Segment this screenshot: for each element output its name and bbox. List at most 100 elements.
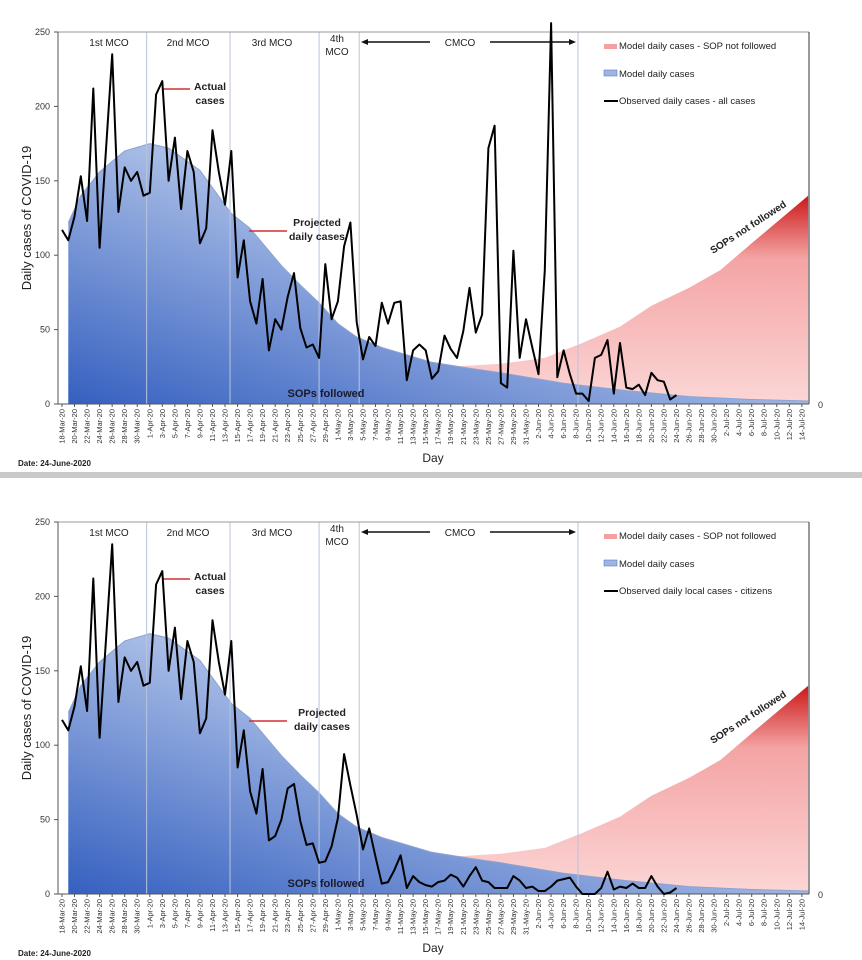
x-tick-label: 22-Mar-20 [83,899,92,934]
x-tick-label: 31-May-20 [521,899,530,935]
x-tick-label: 10-Jun-20 [584,899,593,933]
x-tick-label: 3-May-20 [346,899,355,931]
annotation-projected-line2: daily cases [294,721,350,733]
x-tick-label: 9-May-20 [384,409,393,441]
x-tick-label: 18-Mar-20 [58,899,67,934]
y-tick-label: 50 [40,325,50,335]
x-tick-label: 27-Apr-20 [308,409,317,442]
x-tick-label: 4-Jun-20 [547,899,556,929]
x-tick-label: 14-Jun-20 [609,899,618,933]
x-tick-label: 8-Jun-20 [572,409,581,439]
x-tick-label: 16-Jun-20 [622,899,631,933]
x-tick-label: 21-May-20 [459,899,468,935]
x-tick-label: 17-Apr-20 [246,899,255,932]
x-tick-label: 22-Jun-20 [659,409,668,443]
annotation-actual: Actual [194,571,226,583]
phase-label: 1st MCO [89,528,129,539]
x-tick-label: 15-Apr-20 [233,409,242,442]
x-tick-label: 27-Apr-20 [308,899,317,932]
arrow-left-icon [361,39,368,45]
legend-entry: Model daily cases [619,559,695,570]
phase-label: 2nd MCO [167,38,210,49]
x-tick-label: 2-Jul-20 [722,409,731,436]
x-tick-label: 12-Jul-20 [785,899,794,930]
model-not-followed-area [438,685,809,894]
x-tick-label: 3-Apr-20 [158,409,167,438]
annotation-sops-followed: SOPs followed [287,388,364,400]
x-tick-label: 31-May-20 [521,409,530,445]
x-axis-title: Day [422,941,443,955]
x-tick-label: 27-May-20 [496,899,505,935]
x-tick-label: 11-Apr-20 [208,899,217,932]
arrow-left-icon [361,529,368,535]
x-tick-label: 22-Mar-20 [83,409,92,444]
y-tick-label: 50 [40,815,50,825]
x-tick-label: 19-Apr-20 [258,899,267,932]
x-tick-label: 23-Apr-20 [283,899,292,932]
x-tick-label: 21-May-20 [459,409,468,445]
x-tick-label: 11-Apr-20 [208,409,217,442]
y-tick-label: 200 [35,591,50,601]
annotation-projected: Projected [298,707,346,719]
x-tick-label: 29-May-20 [509,899,518,935]
phase-label: 4th [330,524,344,535]
x-tick-label: 23-May-20 [471,899,480,935]
x-tick-label: 11-May-20 [396,409,405,444]
x-tick-label: 15-May-20 [421,409,430,445]
x-tick-label: 19-Apr-20 [258,409,267,442]
x-tick-label: 29-Apr-20 [321,899,330,932]
y-tick-label: 100 [35,250,50,260]
x-tick-label: 17-Apr-20 [246,409,255,442]
phase-label-line2: MCO [325,537,349,548]
x-tick-label: 5-Apr-20 [170,899,179,928]
x-tick-label: 27-May-20 [496,409,505,445]
x-tick-label: 20-Mar-20 [70,899,79,934]
x-tick-label: 14-Jun-20 [609,409,618,443]
x-tick-label: 6-Jul-20 [747,409,756,436]
x-tick-label: 26-Jun-20 [685,409,694,443]
model-curve [67,633,809,892]
x-tick-label: 4-Jul-20 [735,409,744,436]
x-tick-label: 26-Mar-20 [108,409,117,444]
arrow-right-icon [569,39,576,45]
arrow-right-icon [569,529,576,535]
chart-panel-local-cases: 0 0 50 100 150 200 250 Daily cases of COVID-19 1… [0,478,862,960]
x-tick-label: 25-Apr-20 [296,899,305,932]
y-tick-label: 250 [35,517,50,527]
annotation-projected: Projected [293,217,341,229]
x-axis-title: Day [422,451,443,465]
x-tick-label: 12-Jun-20 [597,409,606,443]
x-tick-label: 4-Jun-20 [547,409,556,439]
x-tick-label: 5-May-20 [358,899,367,931]
x-tick-label: 8-Jul-20 [760,409,769,436]
x-tick-label: 8-Jun-20 [572,899,581,929]
legend-swatch-model [603,69,618,77]
x-tick-label: 15-Apr-20 [233,899,242,932]
legend-swatch-not-followed [604,534,617,539]
x-tick-label: 18-Jun-20 [634,409,643,443]
x-tick-label: 7-Apr-20 [183,899,192,928]
x-tick-label: 7-May-20 [371,899,380,931]
date-label: Date: 24-June-2020 [18,949,91,958]
phase-label: 4th [330,34,344,45]
phase-label: CMCO [445,38,476,49]
x-tick-label: 1-Apr-20 [145,409,154,438]
x-tick-label: 14-Jul-20 [797,899,806,930]
legend-entry: Observed daily cases - all cases [619,96,755,107]
x-tick-label: 17-May-20 [434,899,443,935]
x-tick-label: 7-Apr-20 [183,409,192,438]
x-tick-label: 10-Jul-20 [772,409,781,440]
x-tick-label: 6-Jun-20 [559,409,568,439]
x-tick-label: 28-Mar-20 [120,409,129,444]
phase-label: 3rd MCO [252,528,293,539]
model-not-followed-area [438,195,809,404]
annotation-actual: Actual [194,81,226,93]
x-tick-label: 9-Apr-20 [195,409,204,438]
y-tick-label: 100 [35,740,50,750]
x-tick-label: 7-May-20 [371,409,380,441]
x-tick-label: 19-May-20 [446,409,455,445]
chart-all-cases: 0 0 50 100 150 200 250 Daily cases of COVID-19 1… [18,22,823,468]
x-tick-label: 1-Apr-20 [145,899,154,928]
x-tick-label: 5-Apr-20 [170,409,179,438]
legend-entry: Model daily cases - SOP not followed [619,531,776,542]
